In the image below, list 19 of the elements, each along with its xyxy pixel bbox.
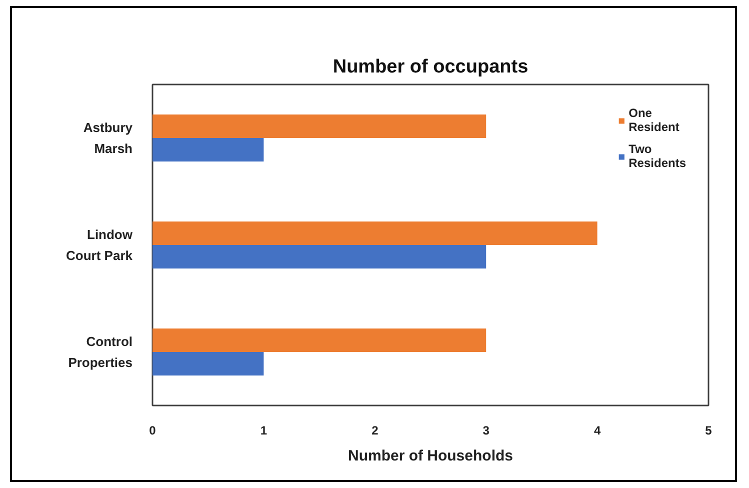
bar [152,138,264,162]
x-tick-label: 5 [705,424,712,438]
x-tick-label: 4 [594,424,601,438]
bar [152,114,486,138]
bar [152,328,486,352]
y-tick-label: Lindow Court Park [66,227,134,263]
x-tick-label: 0 [149,424,156,438]
y-tick-label: Astbury Marsh [83,120,134,156]
bar [152,352,264,376]
legend-label: One Resident [628,106,680,134]
bar [152,245,486,269]
chart-title: Number of occupants [332,56,528,78]
x-tick-label: 2 [372,424,379,438]
legend-label: Two Residents [628,142,686,170]
x-tick-label: 3 [482,424,490,438]
x-tick-label: 1 [260,424,268,438]
bar [152,221,598,245]
y-tick-label: Control Properties [68,334,133,370]
x-axis-title: Number of Households [348,448,514,464]
